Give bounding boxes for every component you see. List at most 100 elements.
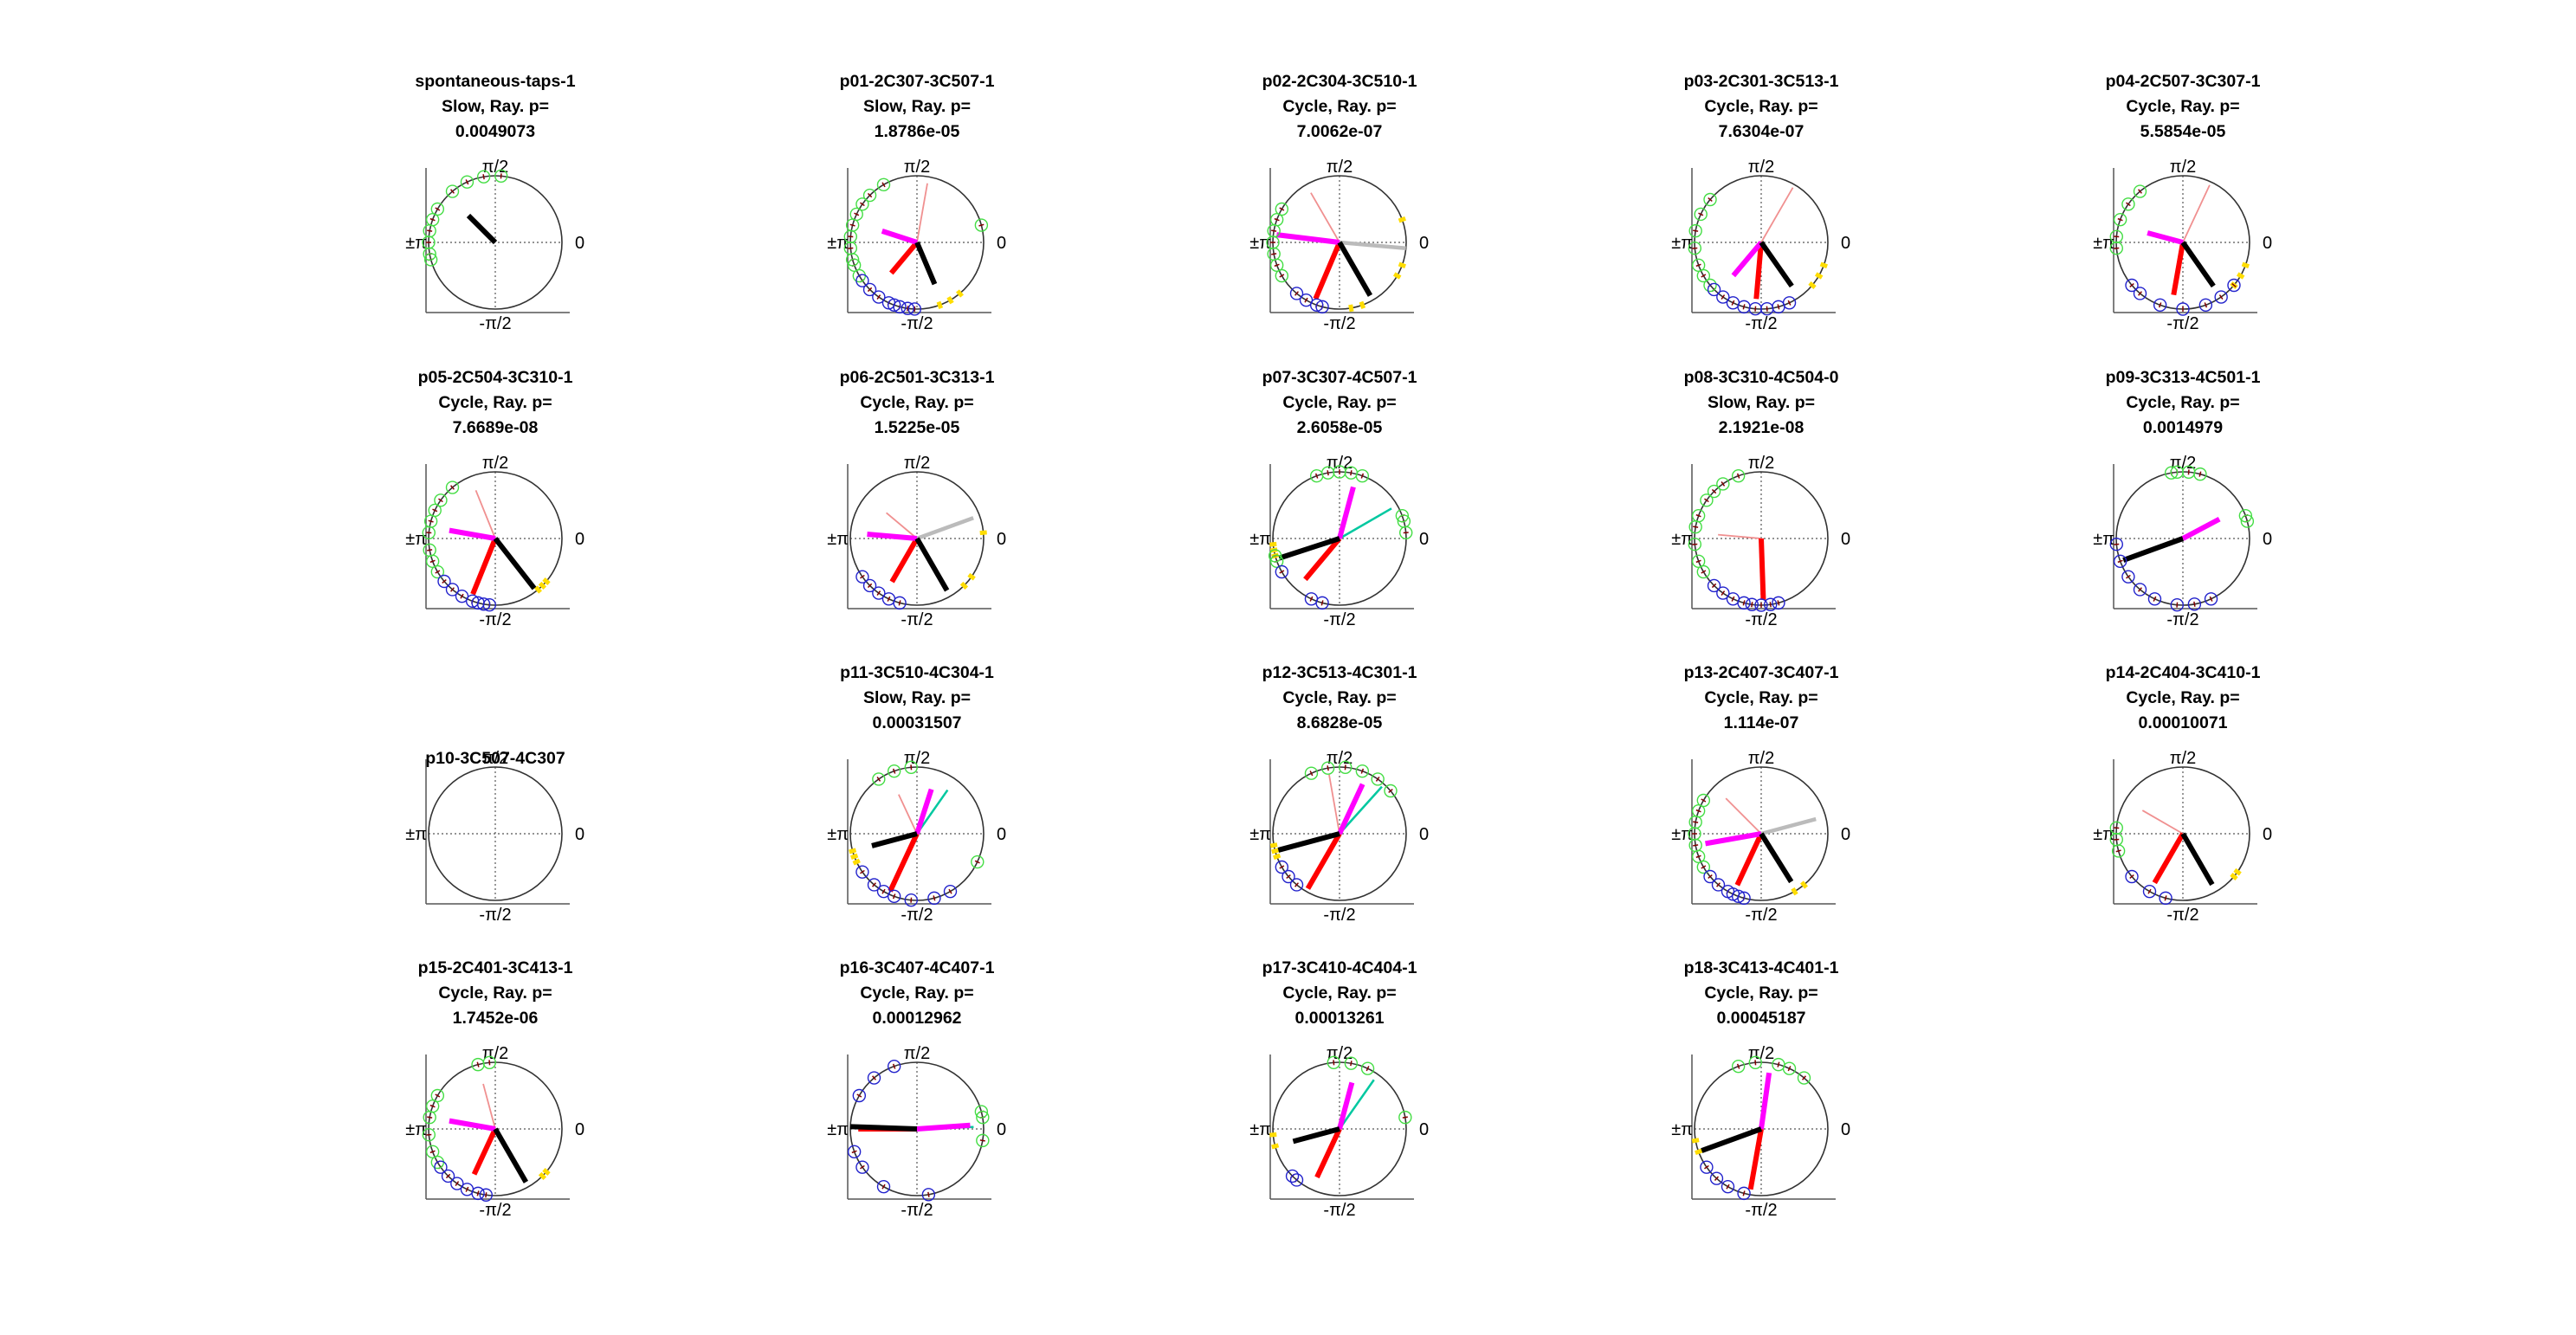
event-tick <box>1716 882 1721 887</box>
blue-marker <box>1711 878 1726 892</box>
green-marker <box>1731 468 1746 483</box>
black-vector <box>914 537 950 592</box>
yellow-tick <box>542 577 551 585</box>
label-zero: 0 <box>1841 825 1850 844</box>
blue-marker <box>2204 592 2218 606</box>
polar-panel-1: p01-2C307-3C507-1 Slow, Ray. p= 1.8786e-05… <box>827 72 1006 333</box>
polar-panel-18: p18-3C413-4C401-1 Cycle, Ray. p= 0.0004518… <box>1671 958 1850 1220</box>
panel-title-line-1: Cycle, Ray. p= <box>860 984 973 1003</box>
green-marker <box>2164 466 2179 480</box>
panel-title-line-2: 0.00013261 <box>1294 1009 1384 1028</box>
event-tick <box>848 235 854 238</box>
gray-vector <box>1760 816 1817 836</box>
event-tick <box>2129 282 2134 287</box>
label-pi-half: π/2 <box>904 749 930 768</box>
yellow-tick <box>1791 887 1798 896</box>
event-tick <box>974 860 980 864</box>
panel-title-line-1: Cycle, Ray. p= <box>1704 688 1817 707</box>
yellow-tick <box>850 853 859 861</box>
polar-panel-0: spontaneous-taps-1 Slow, Ray. p= 0.0049073… <box>405 72 584 333</box>
pink-vector <box>1718 533 1762 539</box>
magenta-vector <box>449 527 496 541</box>
polar-panel-8: p08-3C310-4C504-0 Slow, Ray. p= 2.1921e-08… <box>1671 368 1850 629</box>
blue-marker <box>855 1160 869 1174</box>
event-tick <box>1693 229 1699 232</box>
magenta-vector <box>1337 1081 1355 1130</box>
event-tick <box>2138 587 2143 592</box>
event-tick <box>1344 764 1346 771</box>
label-pi-half: π/2 <box>2170 454 2196 473</box>
blue-marker <box>1737 1186 1751 1201</box>
blue-marker <box>1289 1173 1304 1187</box>
event-tick <box>432 508 438 513</box>
yellow-tick <box>849 848 857 855</box>
blue-marker <box>852 1088 867 1103</box>
event-tick <box>435 570 441 574</box>
green-marker <box>876 177 891 192</box>
magenta-vector <box>1731 241 1764 278</box>
blue-marker <box>893 596 907 610</box>
yellow-tick <box>967 572 976 581</box>
blue-marker <box>927 891 941 906</box>
green-marker <box>445 184 460 198</box>
green-marker <box>430 564 445 579</box>
event-tick <box>1286 874 1291 879</box>
pink-vector <box>482 1083 496 1130</box>
green-marker <box>1707 484 1721 499</box>
blue-marker <box>2113 554 2127 569</box>
yellow-tick <box>2241 261 2250 269</box>
green-marker <box>1371 772 1385 786</box>
event-tick <box>1711 488 1717 494</box>
label-neg-pi-half: -π/2 <box>1323 1201 1355 1220</box>
label-neg-pi-half: -π/2 <box>2166 314 2198 333</box>
label-zero: 0 <box>997 825 1006 844</box>
event-tick <box>465 1186 469 1192</box>
panel-title-line-0: p14-2C404-3C410-1 <box>2106 663 2261 682</box>
blue-marker <box>1764 597 1778 611</box>
blue-marker <box>872 586 886 600</box>
polar-panel-12: p12-3C513-4C301-1 Cycle, Ray. p= 8.6828e-0… <box>1249 663 1429 925</box>
pink-vector <box>1760 187 1794 243</box>
label-pi-half: π/2 <box>904 1044 930 1063</box>
panel-title-line-0: p11-3C510-4C304-1 <box>840 663 994 682</box>
yellow-tick <box>1359 300 1366 309</box>
event-tick <box>1695 263 1701 268</box>
event-tick <box>856 1093 862 1098</box>
cyan-vector <box>1339 785 1383 835</box>
event-tick <box>1695 559 1701 564</box>
green-marker <box>855 197 869 211</box>
label-plus-minus-pi: ±π <box>405 825 427 844</box>
event-tick <box>426 1133 432 1136</box>
polar-panel-15: p15-2C401-3C413-1 Cycle, Ray. p= 1.7452e-0… <box>405 958 584 1220</box>
event-tick <box>1402 1116 1408 1119</box>
green-marker <box>845 253 860 267</box>
event-tick <box>2193 601 2196 607</box>
green-marker <box>976 1133 990 1148</box>
panel-title-line-2: 2.1921e-08 <box>1719 418 1804 437</box>
label-neg-pi-half: -π/2 <box>2166 610 2198 629</box>
yellow-tick <box>1819 261 1828 269</box>
event-tick <box>2114 838 2120 841</box>
yellow-tick <box>538 1171 547 1181</box>
event-tick <box>427 1116 433 1119</box>
label-zero: 0 <box>1419 530 1429 549</box>
magenta-vector <box>449 1118 496 1132</box>
green-marker <box>2240 514 2255 528</box>
event-tick <box>1701 570 1707 574</box>
event-tick <box>2126 202 2131 207</box>
green-marker <box>971 855 985 869</box>
event-tick <box>2209 596 2213 602</box>
yellow-tick <box>1271 848 1280 855</box>
event-tick <box>1274 217 1280 222</box>
event-tick <box>898 600 901 606</box>
panel-title-line-0: p12-3C513-4C301-1 <box>1262 663 1417 682</box>
polar-panel-16: p16-3C407-4C407-1 Cycle, Ray. p= 0.0001296… <box>827 958 1006 1220</box>
green-marker <box>1703 278 1717 293</box>
green-marker <box>904 760 918 774</box>
event-tick <box>2204 302 2208 308</box>
green-marker <box>862 188 877 203</box>
green-marker <box>887 764 901 778</box>
label-pi-half: π/2 <box>1327 749 1353 768</box>
blue-marker <box>445 583 460 597</box>
event-tick <box>1751 602 1753 608</box>
